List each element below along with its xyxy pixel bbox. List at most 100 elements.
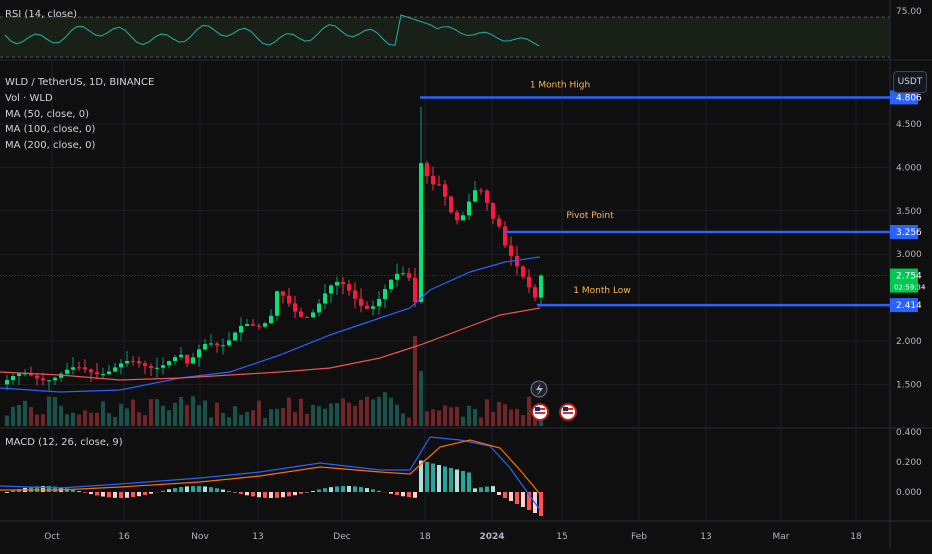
candle-body [173,357,177,361]
macd-bar [539,492,543,516]
candle-body [5,380,9,384]
macd-bar [395,492,399,495]
candle-body [53,378,57,381]
candle-body [107,371,111,374]
volume-bar [401,414,405,426]
macd-bar [149,492,153,494]
countdown-label: 02:59:34 [894,284,926,292]
candle-body [365,306,369,309]
volume-bar [215,403,219,426]
macd-tick-label: 0.200 [896,458,922,468]
volume-bar [299,399,303,426]
candle-body [65,370,69,374]
candle-body [515,256,519,266]
macd-bar [71,490,75,492]
candle-body [245,324,249,326]
candle-body [425,163,429,176]
volume-bar [89,413,93,426]
volume-bar [203,401,207,426]
volume-bar [467,406,471,426]
macd-bar [425,462,429,492]
x-tick-label: 16 [118,532,130,542]
candle-body [539,276,543,298]
macd-bar [251,492,255,496]
macd-bar [179,487,183,492]
macd-bar [173,488,177,492]
x-tick-label: 18 [419,532,431,542]
macd-bar [413,492,417,498]
y-tick-label: 1.500 [896,380,922,390]
candle-body [275,291,279,315]
volume-bar [131,400,135,426]
candle-body [17,374,21,376]
candle-body [281,291,285,295]
candle-body [473,190,477,201]
us-flag-icon[interactable] [532,404,548,420]
candle-body [299,312,303,317]
volume-bar [275,409,279,426]
candle-body [95,372,99,374]
candle-body [305,317,309,318]
volume-bar [155,399,159,426]
lightning-icon[interactable] [531,381,547,397]
candle-body [35,376,39,379]
candle-body [413,278,417,302]
currency-button[interactable]: USDT [893,71,927,93]
volume-bar [125,408,129,426]
volume-bar [491,412,495,426]
candle-body [149,366,153,368]
last-price-label: 2.754 [896,272,922,282]
macd-bar [137,492,141,496]
macd-bar [83,492,87,493]
volume-bar [65,414,69,426]
x-tick-label: Oct [44,532,60,542]
candle-body [317,304,321,313]
volume-bar [167,410,171,426]
macd-bar [107,492,111,497]
volume-bar [119,404,123,426]
volume-bar [17,405,21,426]
volume-bar [173,403,177,426]
volume-bar [485,399,489,426]
volume-bar [257,401,261,426]
macd-bar [221,490,225,492]
macd-bar [275,492,279,498]
macd-bar [191,486,195,492]
x-tick-label: 13 [252,532,263,542]
volume-bar [365,397,369,426]
volume-bar [461,417,465,426]
candle-body [119,363,123,367]
candle-body [431,176,435,184]
candle-body [263,323,267,326]
macd-bar [323,488,327,492]
candle-body [125,361,129,363]
volume-bar [71,413,75,426]
candle-body [77,367,81,368]
candle-body [251,324,255,326]
candle-body [221,345,225,346]
volume-bar [209,417,213,426]
level-name-label: Pivot Point [566,211,614,221]
candle-body [179,355,183,357]
volume-bar [83,410,87,426]
macd-bar [353,486,357,492]
candle-body [47,380,51,381]
candle-body [239,326,243,333]
volume-bar [515,409,519,426]
macd-bar [5,492,9,493]
candle-body [227,340,231,345]
candle-body [89,369,93,372]
volume-bar [281,408,285,426]
us-flag-icon[interactable] [560,404,576,420]
candle-body [377,299,381,306]
macd-bar [341,486,345,492]
candle-body [209,343,213,344]
candle-body [287,296,291,304]
candle-body [461,215,465,220]
volume-bar [53,397,57,426]
ma100-label: MA (100, close, 0) [5,124,95,135]
volume-bar [185,405,189,426]
macd-bar [239,492,243,494]
volume-bar [269,409,273,426]
candle-body [11,376,15,380]
